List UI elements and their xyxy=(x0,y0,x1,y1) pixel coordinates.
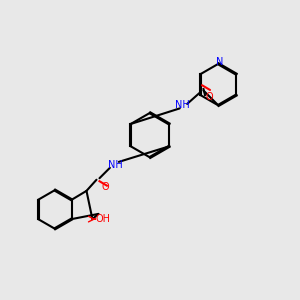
Text: OH: OH xyxy=(95,214,110,224)
Text: O: O xyxy=(102,182,109,192)
Text: NH: NH xyxy=(175,100,190,110)
Text: NH: NH xyxy=(108,160,123,170)
Text: N: N xyxy=(216,57,224,67)
Text: O: O xyxy=(206,92,213,101)
